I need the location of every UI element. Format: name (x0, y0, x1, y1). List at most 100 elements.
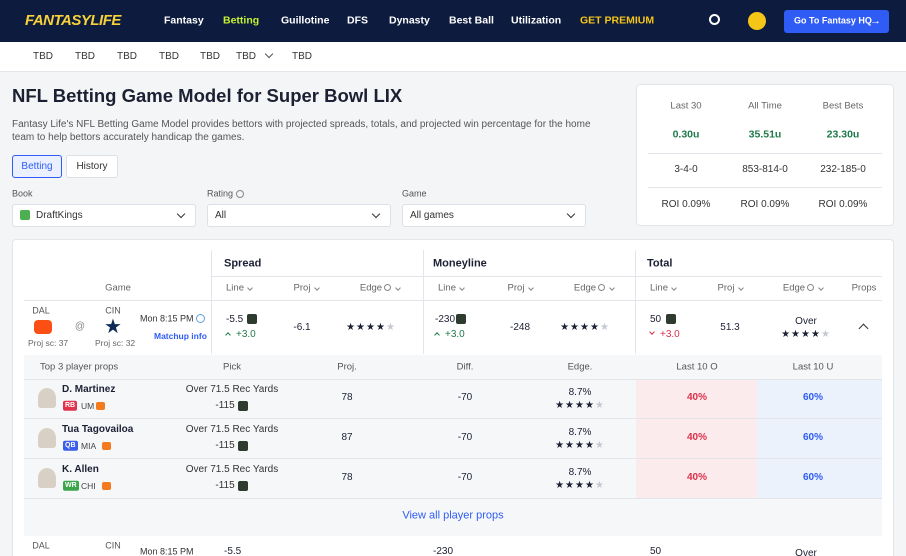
prop-proj: 78 (341, 392, 353, 403)
nav-item[interactable]: Utilization (511, 14, 562, 27)
column-header: Line (226, 282, 244, 294)
group-header: Total (647, 257, 673, 270)
book-icon (20, 210, 30, 220)
group-header: Moneyline (433, 257, 487, 270)
avatar (748, 12, 766, 30)
proj: 51.3 (720, 322, 740, 333)
nav-item[interactable]: Fantasy (164, 14, 204, 27)
props-header: Diff. (456, 361, 474, 373)
game-time: Mon 8:15 PM (140, 546, 194, 556)
line-move: +3.0 (236, 329, 256, 340)
dropdown-value[interactable]: All games (410, 210, 454, 221)
nav-item[interactable]: Guillotine (281, 14, 330, 27)
tab[interactable]: TBD (75, 51, 95, 62)
line: 50 (650, 314, 662, 325)
nav-item[interactable]: Betting (223, 14, 260, 27)
view-all-link[interactable]: View all player props (402, 509, 504, 522)
team-abbr: CHI (81, 480, 96, 491)
toggle-button[interactable] (66, 155, 118, 178)
props-header: Last 10 O (676, 361, 718, 373)
filter-label: Game (402, 188, 427, 199)
column-header: Edge (359, 282, 383, 294)
stats-value: 232-185-0 (820, 164, 866, 175)
stats-value: 3-4-0 (674, 164, 698, 175)
nav-item[interactable]: Best Ball (449, 14, 494, 27)
divider (24, 498, 882, 499)
prop-edge: 8.7% (568, 387, 592, 398)
dropdown[interactable] (12, 204, 196, 227)
team-abbr: MIA (81, 440, 97, 451)
book-icon (666, 314, 676, 324)
divider (24, 458, 882, 459)
divider (24, 379, 882, 380)
star-rating: ★★★★★ (555, 400, 605, 411)
stats-header: Last 30 (670, 100, 702, 112)
props-header: Edge. (567, 361, 593, 373)
proj: -6.1 (293, 322, 311, 333)
nav-item[interactable]: Dynasty (389, 14, 430, 27)
last10-under: 60% (802, 392, 824, 403)
group-header: Spread (224, 257, 262, 270)
total-pick: Over (795, 316, 817, 327)
last10-over-col (636, 379, 757, 498)
star-rating: ★★★★★ (560, 322, 610, 333)
line: 50 (650, 546, 662, 556)
stats-value: ROI 0.09% (740, 199, 790, 210)
last10-over: 40% (686, 472, 708, 483)
dropdown-value[interactable]: DraftKings (36, 210, 83, 221)
column-divider (635, 250, 636, 354)
team-icon (96, 402, 105, 410)
stats-header: All Time (748, 100, 782, 112)
game-time: Mon 8:15 PM (140, 313, 194, 324)
line-move: +3.0 (660, 329, 680, 340)
cta-button[interactable] (784, 10, 889, 33)
divider (648, 187, 882, 188)
nav-item[interactable]: GET PREMIUM (580, 14, 655, 27)
team: CIN (105, 305, 121, 316)
total-pick: Over (795, 548, 817, 556)
book-icon (238, 401, 248, 411)
divider (648, 153, 882, 154)
team: CIN (105, 540, 121, 551)
tab[interactable]: TBD (117, 51, 137, 62)
proj-score: Proj sc: 32 (95, 337, 136, 348)
player-photo (38, 388, 56, 408)
team-icon (102, 442, 111, 450)
dropdown-value[interactable]: All (215, 210, 227, 221)
matchup-link[interactable]: Matchup info (154, 330, 207, 341)
prop-diff: -70 (457, 392, 473, 403)
team-abbr: UM (81, 400, 95, 411)
player-name: K. Allen (62, 464, 99, 475)
toggle-label[interactable]: History (76, 160, 108, 172)
tab[interactable]: TBD (159, 51, 179, 62)
page-title: NFL Betting Game Model for Super Bowl LI… (12, 84, 403, 106)
tab[interactable]: TBD (200, 51, 220, 62)
toggle-button[interactable] (12, 155, 62, 178)
nav-item[interactable]: DFS (347, 14, 368, 27)
position-badge: QB (63, 440, 78, 452)
stats-value: 35.51u (748, 128, 782, 141)
dropdown[interactable] (402, 204, 586, 227)
info-icon (598, 284, 605, 291)
prop-edge: 8.7% (568, 467, 592, 478)
last10-under: 60% (802, 472, 824, 483)
toggle-label[interactable]: Betting (21, 160, 53, 172)
logo: FANTASYLIFE (25, 12, 121, 29)
props-header: Last 10 U (792, 361, 834, 373)
column-divider (211, 250, 212, 354)
tab[interactable]: TBD (33, 51, 53, 62)
info-icon (236, 190, 244, 198)
position-badge: WR (63, 480, 79, 492)
line: -5.5 (224, 546, 242, 556)
divider (24, 300, 882, 301)
dropdown[interactable] (207, 204, 391, 227)
star-rating: ★★★★★ (346, 322, 396, 333)
cta-label[interactable]: Go To Fantasy HQ (794, 15, 872, 26)
at-sign: @ (74, 321, 86, 332)
team-logo (34, 320, 52, 334)
player-photo (38, 428, 56, 448)
tab[interactable]: TBD (292, 51, 312, 62)
stats-value: 853-814-0 (742, 164, 788, 175)
tab[interactable]: TBD (236, 51, 256, 62)
